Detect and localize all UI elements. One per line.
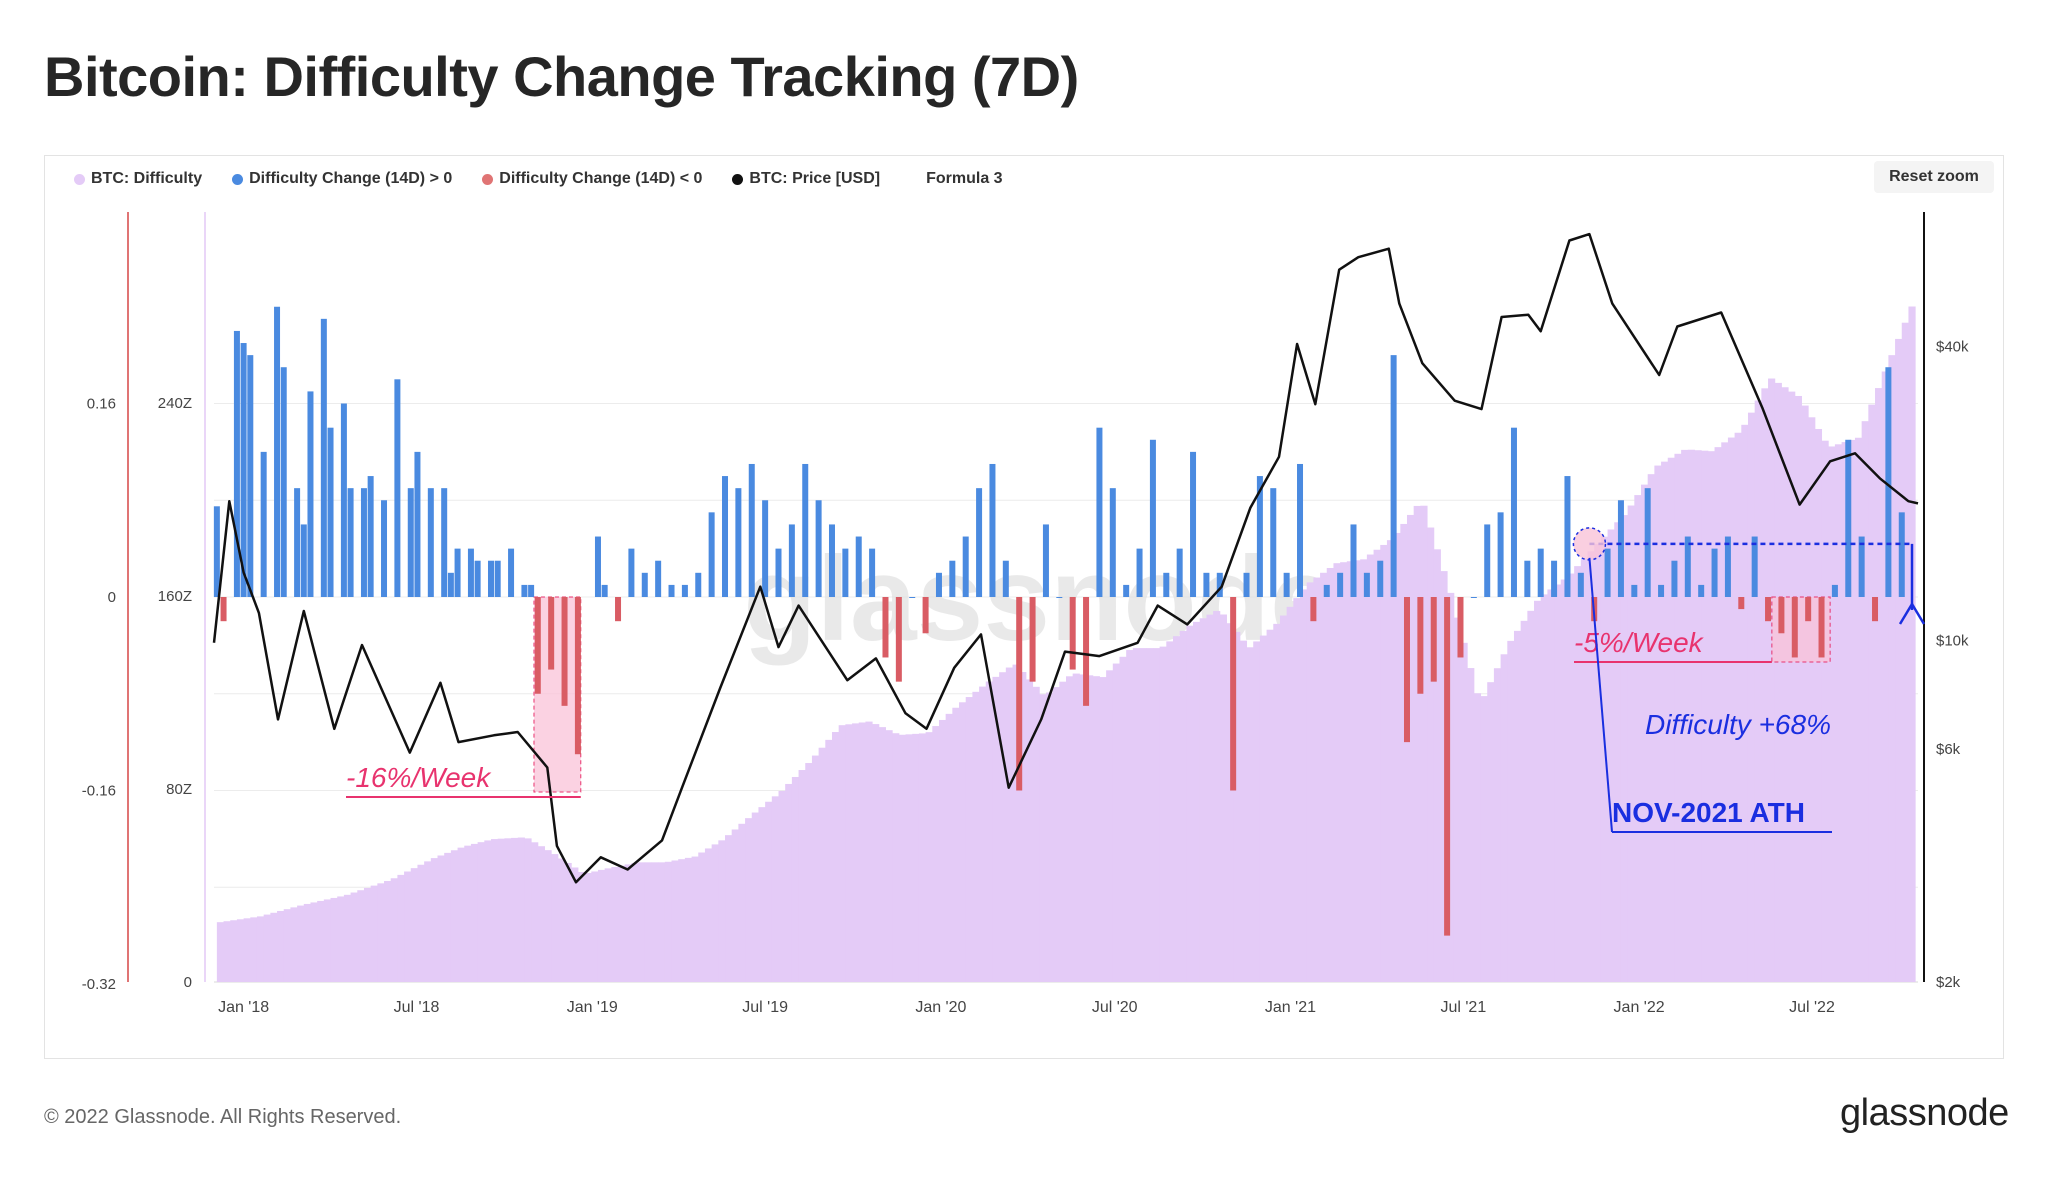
legend-label: Difficulty Change (14D) > 0 [249, 170, 453, 187]
legend-dot-icon [732, 173, 744, 185]
legend-item-difficulty[interactable]: BTC: Difficulty [74, 170, 202, 188]
legend-label: Formula 3 [926, 170, 1003, 187]
legend-dot-icon [482, 173, 494, 185]
page-title: Bitcoin: Difficulty Change Tracking (7D) [44, 45, 1079, 108]
legend-item-price[interactable]: BTC: Price [USD] [732, 170, 880, 188]
footer-logo: glassnode [1840, 1092, 2009, 1134]
chart-legend: BTC: Difficulty Difficulty Change (14D) … [74, 170, 1033, 188]
legend-dot-icon [74, 173, 85, 185]
legend-label: BTC: Price [USD] [749, 170, 881, 187]
legend-item-change-negative[interactable]: Difficulty Change (14D) < 0 [482, 170, 702, 188]
legend-item-formula[interactable]: Formula 3 [926, 170, 1002, 188]
legend-dot-icon [232, 173, 244, 185]
legend-item-change-positive[interactable]: Difficulty Change (14D) > 0 [232, 170, 452, 188]
legend-label: Difficulty Change (14D) < 0 [499, 170, 703, 187]
legend-label: BTC: Difficulty [91, 170, 203, 187]
reset-zoom-button[interactable]: Reset zoom [1874, 161, 1994, 193]
footer-copyright: © 2022 Glassnode. All Rights Reserved. [44, 1106, 402, 1128]
chart-panel [44, 155, 2004, 1059]
